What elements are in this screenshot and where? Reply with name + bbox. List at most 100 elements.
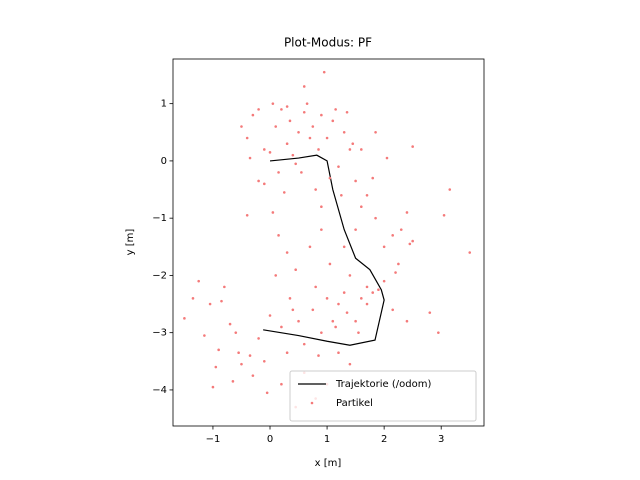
particle <box>302 342 306 346</box>
particle <box>280 325 283 329</box>
y-axis-label: y [m] <box>125 229 136 256</box>
particle <box>399 228 403 231</box>
trajectory-line <box>263 154 385 346</box>
y-tick-label: −1 <box>152 213 167 224</box>
particle <box>342 245 346 249</box>
particle <box>248 156 252 160</box>
particle <box>223 285 226 289</box>
particle <box>334 325 337 329</box>
particle <box>297 130 300 134</box>
y-tick-label: 0 <box>161 156 167 167</box>
particle <box>328 176 332 180</box>
particle <box>285 105 289 108</box>
x-axis-label: x [m] <box>315 458 342 469</box>
particle <box>282 191 286 194</box>
particle <box>397 262 400 266</box>
particle <box>314 188 317 191</box>
particle <box>263 360 266 363</box>
particle <box>311 308 315 312</box>
particle <box>348 362 352 366</box>
particle <box>248 354 252 357</box>
particle <box>371 291 375 294</box>
particle <box>391 308 394 312</box>
particle <box>197 279 200 283</box>
particle <box>277 234 280 237</box>
particle <box>391 234 394 237</box>
x-tick-label: 3 <box>438 434 444 445</box>
particle <box>354 228 357 231</box>
particle <box>208 302 212 306</box>
particle <box>360 297 363 300</box>
particle <box>442 214 446 217</box>
particle <box>408 242 412 246</box>
particle <box>337 302 340 306</box>
particle <box>331 319 335 323</box>
particle <box>257 337 260 340</box>
particle <box>374 130 377 134</box>
particle <box>285 351 289 355</box>
particle <box>320 113 323 117</box>
particle <box>374 216 377 220</box>
particle <box>405 319 409 323</box>
particle <box>183 317 186 320</box>
particle <box>234 331 238 334</box>
particle <box>288 119 292 123</box>
particle <box>217 348 220 352</box>
particle <box>345 110 349 114</box>
particle <box>428 311 432 314</box>
particle <box>448 188 452 191</box>
particle <box>245 136 249 140</box>
particle <box>411 145 414 148</box>
particle <box>337 351 340 355</box>
particle <box>320 331 323 334</box>
particle <box>308 245 312 249</box>
particle <box>382 245 386 249</box>
legend-label: Partikel <box>336 398 373 409</box>
y-tick-label: 1 <box>161 99 167 110</box>
particle <box>263 182 266 186</box>
particle <box>231 380 235 383</box>
particle <box>354 179 357 183</box>
particle <box>328 262 332 266</box>
particle <box>274 125 278 128</box>
particle <box>277 171 280 174</box>
legend-label: Trajektorie (/odom) <box>335 379 431 390</box>
particle <box>317 148 320 151</box>
particle <box>342 291 346 294</box>
x-tick-label: 1 <box>324 434 330 445</box>
particle <box>294 162 297 166</box>
particle <box>300 171 303 174</box>
y-tick-label: −2 <box>152 270 167 281</box>
particle <box>365 285 369 289</box>
particle <box>394 271 397 274</box>
particle <box>203 334 206 337</box>
particle <box>331 119 335 123</box>
particle <box>308 136 312 140</box>
particle <box>365 302 369 306</box>
x-tick-label: 2 <box>381 434 387 445</box>
particle <box>291 153 295 157</box>
particle <box>360 205 363 209</box>
particle <box>357 331 360 334</box>
particle <box>360 148 363 151</box>
x-tick-label: −1 <box>206 434 221 445</box>
particle <box>320 228 323 231</box>
particle <box>294 268 297 271</box>
particle <box>320 205 323 209</box>
particle <box>351 142 355 146</box>
particle <box>302 110 306 114</box>
particle <box>334 108 337 111</box>
particle <box>371 176 375 180</box>
particle <box>437 331 440 334</box>
particle <box>342 130 346 134</box>
particle <box>317 354 320 357</box>
particle <box>337 165 340 168</box>
particle <box>263 148 266 151</box>
chart-title: Plot-Modus: PF <box>284 36 372 50</box>
particle <box>322 70 326 74</box>
particle <box>297 319 300 323</box>
particle <box>237 351 240 355</box>
particle <box>228 322 232 326</box>
particle <box>211 385 215 389</box>
